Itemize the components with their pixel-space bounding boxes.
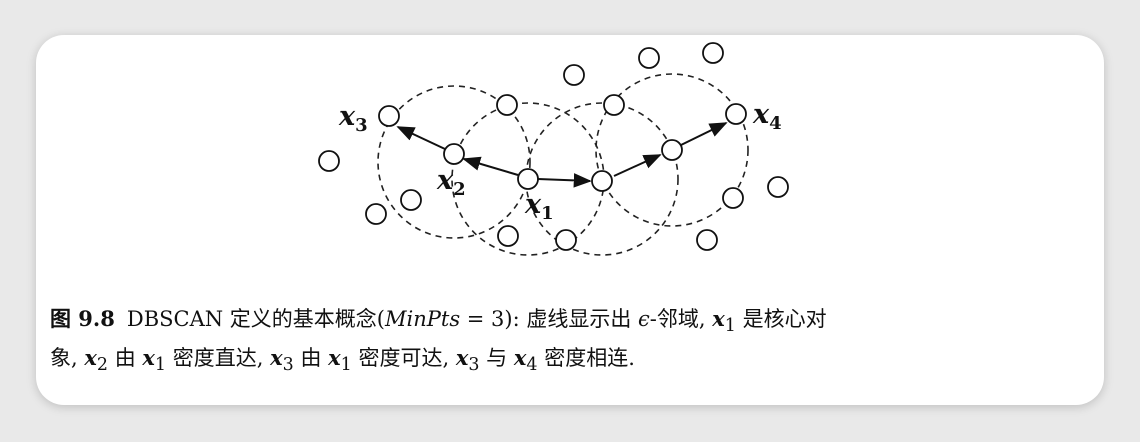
caption-line-1: 图 9.8 DBSCAN 定义的基本概念(MinPts = 3): 虚线显示出 ϵ… (50, 306, 827, 337)
arrow-x1-right (537, 173, 592, 188)
arrow-x1-x2 (462, 156, 519, 176)
point-labels: x3 x2 x1 x4 (338, 99, 782, 224)
point-border-3 (400, 189, 422, 211)
dbscan-diagram: x3 x2 x1 x4 (318, 42, 789, 256)
caption-line-2: 象, x2 由 x1 密度直达, x3 由 x1 密度可达, x3 与 x4 密… (50, 345, 635, 376)
figure-caption: 图 9.8 DBSCAN 定义的基本概念(MinPts = 3): 虚线显示出 ϵ… (50, 303, 1090, 381)
label-x4: x4 (752, 99, 782, 134)
figure-card: x3 x2 x1 x4 图 9.8 DBSCAN 定义的基本概念(MinPts =… (36, 35, 1104, 405)
point-border-5 (722, 187, 744, 209)
point-border-1 (496, 94, 518, 116)
data-points (318, 42, 789, 251)
point-noise-8 (696, 229, 718, 251)
figure-number: 图 9.8 (50, 306, 115, 331)
point-noise-3 (497, 225, 519, 247)
neighborhood-upper-right (595, 73, 749, 227)
point-noise-5 (638, 47, 660, 69)
arrow-upper-x4 (680, 122, 728, 146)
label-x2: x2 (436, 165, 466, 200)
arrow-right-upper (613, 154, 662, 177)
label-x1: x1 (524, 189, 554, 224)
point-x4 (725, 103, 747, 125)
point-x1 (517, 168, 539, 190)
point-border-4 (555, 229, 577, 251)
epsilon-neighborhoods (377, 73, 749, 256)
point-noise-6 (702, 42, 724, 64)
point-noise-2 (365, 203, 387, 225)
label-x3: x3 (338, 101, 368, 136)
arrow-x2-x3 (396, 126, 446, 150)
point-noise-1 (318, 150, 340, 172)
point-x2 (443, 143, 465, 165)
point-core-upper (661, 139, 683, 161)
neighborhood-right-core (525, 102, 679, 256)
point-noise-4 (563, 64, 585, 86)
density-arrows (396, 122, 728, 188)
point-core-right (591, 170, 613, 192)
point-noise-7 (767, 176, 789, 198)
neighborhood-x2 (377, 85, 531, 239)
point-x3 (378, 105, 400, 127)
point-border-2 (603, 94, 625, 116)
